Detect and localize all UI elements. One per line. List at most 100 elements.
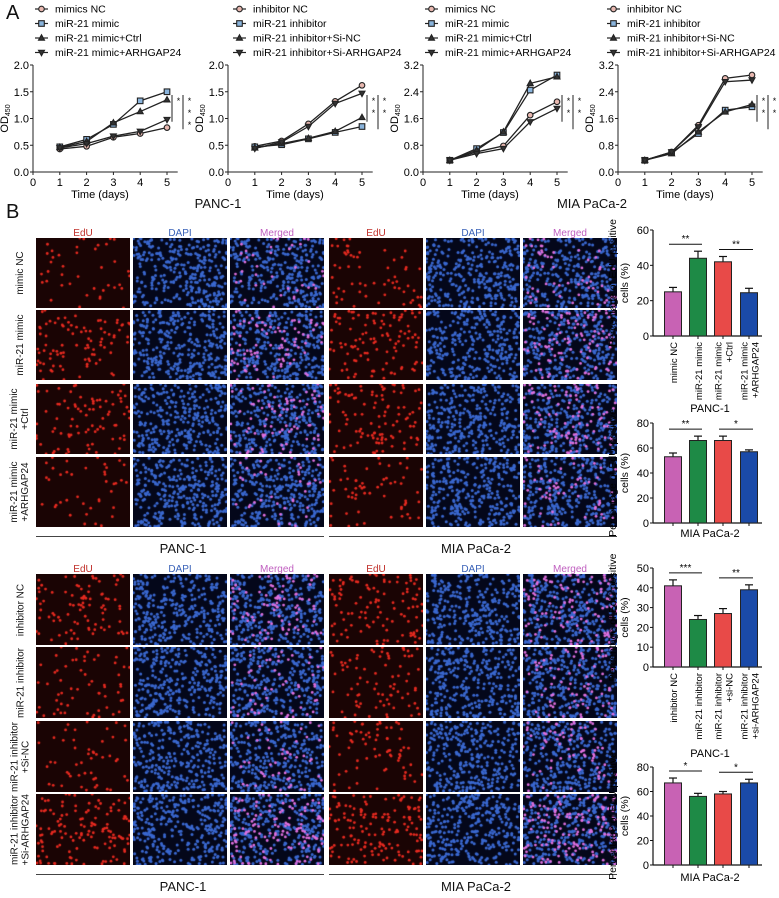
marker-triangle-down — [55, 145, 64, 153]
legend-item: miR-21 inhibitor+Si-ARHGAP24 — [233, 47, 402, 59]
y-axis-label-main: OD — [0, 116, 11, 133]
y-tick-label: 1.6 — [404, 114, 419, 126]
cell-line-label: MIA PaCa-2 — [440, 879, 512, 894]
y-axis-label-main: OD — [584, 116, 596, 133]
x-tick-label: 1 — [252, 177, 258, 189]
legend-item: miR-21 mimic+ARHGAP24 — [425, 47, 571, 59]
marker-triangle-down — [748, 77, 756, 85]
y-axis-label: cells (%) — [619, 796, 631, 836]
y-tick-label: 20 — [637, 836, 649, 848]
legend-item: inhibitor NC — [233, 4, 308, 16]
marker-triangle-up — [109, 118, 118, 126]
x-axis-label: Time (days) — [656, 189, 714, 201]
y-axis-label: OD450 — [584, 104, 597, 132]
bar — [664, 456, 682, 524]
y-axis-label: Percentage of EdU-positive — [607, 409, 619, 537]
marker-triangle-up — [427, 33, 436, 41]
bar — [664, 291, 682, 337]
panel-label-b: B — [6, 201, 20, 223]
legend-item: miR-21 inhibitor — [607, 18, 701, 30]
micrograph-edu — [329, 721, 423, 792]
y-tick-label: 40 — [637, 811, 649, 823]
marker-triangle-down — [499, 145, 508, 153]
y-tick-label: 1.6 — [599, 114, 614, 126]
y-axis-label-sub: 450 — [590, 104, 597, 116]
marker-triangle-up — [163, 95, 171, 103]
column-header-edu: EdU — [366, 228, 386, 239]
marker-triangle-down — [667, 149, 676, 157]
significance-label: * — [684, 761, 688, 772]
y-tick-label: 3.2 — [599, 60, 614, 72]
category-label: miR-21 mimic — [694, 342, 705, 400]
marker-triangle-up — [721, 107, 730, 115]
series-triangle-down — [55, 116, 171, 153]
x-axis-label: PANC-1 — [690, 748, 730, 760]
column-header-merged: Merged — [553, 564, 587, 575]
micrograph-dapi — [426, 574, 520, 645]
micrograph-dapi — [133, 384, 227, 454]
y-tick-label: 3.2 — [404, 60, 419, 72]
x-tick-label: 3 — [695, 177, 701, 189]
micrograph-dapi — [133, 721, 227, 792]
bar — [714, 261, 732, 337]
significance-label: ** — [563, 95, 574, 120]
marker-triangle-down — [427, 49, 436, 57]
x-tick-label: 0 — [420, 177, 426, 189]
marker-triangle-up — [331, 127, 340, 135]
y-tick-label: 0.5 — [14, 140, 29, 152]
micrograph-edu — [36, 384, 130, 454]
series-triangle-down — [250, 90, 366, 153]
significance-label: ** — [682, 419, 690, 430]
bar — [740, 589, 758, 668]
micrograph-merged — [230, 457, 324, 527]
micrograph-edu — [329, 384, 423, 454]
y-tick-label: 60 — [637, 443, 649, 455]
marker-square — [236, 20, 243, 27]
significance-label: ** — [574, 95, 585, 120]
y-tick-label: 30 — [637, 603, 649, 615]
y-axis-label: Percentage of EdU-positive — [607, 219, 619, 347]
micrograph-edu — [36, 721, 130, 792]
legend-label: miR-21 mimic+Ctrl — [55, 33, 142, 45]
x-tick-label: 2 — [669, 177, 675, 189]
legend-label: miR-21 inhibitor+Si-NC — [253, 33, 361, 45]
micrograph-edu — [329, 457, 423, 527]
y-axis-label-sub: 450 — [200, 104, 207, 116]
marker-triangle-up — [553, 72, 561, 80]
marker-triangle-down — [358, 90, 366, 98]
y-tick-label: 0 — [643, 331, 649, 343]
marker-triangle-down — [472, 150, 481, 158]
marker-circle — [38, 5, 45, 13]
micrograph-edu — [36, 238, 130, 308]
y-axis-label-sub: 450 — [395, 104, 402, 116]
marker-circle — [236, 5, 243, 13]
micrograph-dapi — [133, 238, 227, 308]
legend-item: miR-21 mimic — [425, 18, 509, 30]
cell-line-underline — [329, 536, 617, 537]
y-tick-label: 0.5 — [209, 140, 224, 152]
y-tick-label: 40 — [637, 260, 649, 272]
column-header-edu: EdU — [73, 564, 93, 575]
micrograph-merged — [523, 647, 617, 718]
bar-chart: 0 20 40 60 80 Percentage of EdU-positive cells… — [607, 752, 762, 884]
y-tick-label: 0 — [643, 518, 649, 530]
column-header-dapi: DAPI — [168, 228, 192, 239]
legend-label: mimics NC — [445, 4, 496, 16]
y-tick-label: 0.8 — [404, 140, 419, 152]
significance-label: * — [734, 419, 738, 430]
y-tick-label: 1.0 — [14, 114, 29, 126]
significance-label: * — [173, 95, 184, 108]
column-header-dapi: DAPI — [461, 564, 485, 575]
micrograph-dapi — [426, 721, 520, 792]
marker-triangle-down — [37, 49, 46, 57]
micrograph-dapi — [426, 238, 520, 308]
y-tick-label: 60 — [637, 787, 649, 799]
micrograph-merged — [523, 310, 617, 380]
marker-triangle-down — [609, 49, 618, 57]
y-tick-label: 0 — [643, 662, 649, 674]
marker-square — [428, 20, 435, 27]
micrograph-merged — [230, 310, 324, 380]
column-header-merged: Merged — [260, 228, 294, 239]
marker-triangle-down — [694, 124, 703, 132]
